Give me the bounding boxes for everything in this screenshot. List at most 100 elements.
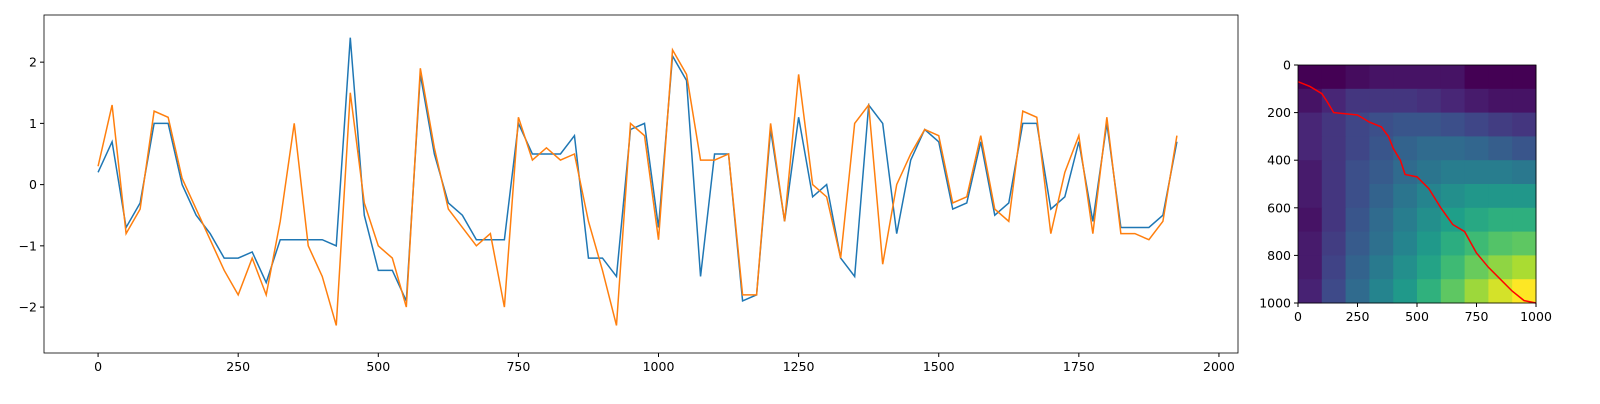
heatmap-cell	[1321, 136, 1347, 161]
y-tick-label: 1	[29, 116, 37, 131]
heatmap-cell	[1321, 65, 1347, 90]
heatmap-cell	[1345, 255, 1370, 280]
heatmap-cell	[1393, 255, 1418, 280]
heatmap-cell	[1298, 112, 1323, 137]
heatmap-cell	[1321, 184, 1347, 209]
heatmap-cell	[1440, 112, 1466, 137]
heatmap-cell	[1488, 279, 1513, 304]
heatmap-cell	[1464, 279, 1489, 304]
heatmap-cell	[1488, 160, 1513, 185]
heatmap-cell	[1417, 65, 1442, 90]
heatmap-cell	[1345, 112, 1370, 137]
x-tick-label: 1750	[1063, 359, 1095, 374]
heatmap-cell	[1488, 65, 1513, 90]
heatmap-cell	[1298, 279, 1323, 304]
heatmap-cell	[1369, 88, 1394, 114]
y-tick-label: 2	[29, 55, 37, 70]
heatmap-cell	[1440, 207, 1466, 233]
heatmap-cell	[1440, 184, 1466, 209]
axes-frame	[43, 14, 1239, 354]
heatmap-cell	[1417, 231, 1442, 256]
axes-frame	[1297, 64, 1537, 304]
warping-path	[1297, 80, 1537, 304]
x-tick-label: 0	[94, 359, 102, 374]
heatmap-cell	[1393, 207, 1418, 233]
heatmap-cell	[1464, 160, 1489, 185]
y-tick-label: −1	[19, 238, 37, 253]
heatmap-cell	[1464, 136, 1489, 161]
x-tick-label: 750	[506, 359, 530, 374]
heatmap-cell	[1488, 207, 1513, 233]
heatmap-cell	[1298, 207, 1323, 233]
heatmap-cell	[1440, 65, 1466, 90]
x-tick-label: 2000	[1203, 359, 1235, 374]
heatmap-cell	[1417, 279, 1442, 304]
heatmap-cell	[1345, 279, 1370, 304]
heatmap-cell	[1369, 184, 1394, 209]
heatmap-cell	[1440, 231, 1466, 256]
heatmap-cell	[1440, 160, 1466, 185]
heatmap-cell	[1345, 65, 1370, 90]
y-tick-label: 600	[1267, 200, 1291, 215]
heatmap-cell	[1321, 231, 1347, 256]
heatmap-cell	[1369, 255, 1394, 280]
series-line	[97, 47, 1178, 326]
heatmap-cell	[1345, 136, 1370, 161]
heatmap-cell	[1298, 231, 1323, 256]
heatmap-cell	[1512, 88, 1537, 114]
heatmap-cell	[1464, 65, 1489, 90]
x-tick-label: 1000	[643, 359, 675, 374]
heatmap-cell	[1464, 255, 1489, 280]
heatmap-cell	[1321, 88, 1347, 114]
heatmap-cell	[1512, 207, 1537, 233]
heatmap-cell	[1321, 160, 1347, 185]
heatmap-cell	[1512, 184, 1537, 209]
heatmap-cell	[1512, 255, 1537, 280]
series-line	[97, 37, 1178, 303]
y-tick-label: 400	[1267, 153, 1291, 168]
heatmap-cell	[1393, 112, 1418, 137]
heatmap-cell	[1488, 136, 1513, 161]
x-tick-label: 250	[226, 359, 250, 374]
x-tick-label: 750	[1465, 309, 1489, 324]
heatmap-cell	[1417, 136, 1442, 161]
heatmap-cell	[1345, 184, 1370, 209]
heatmap-cell	[1369, 231, 1394, 256]
heatmap-cell	[1464, 112, 1489, 137]
x-tick-label: 500	[1405, 309, 1429, 324]
heatmap-cell	[1393, 65, 1418, 90]
heatmap-cell	[1440, 136, 1466, 161]
x-tick-label: 500	[366, 359, 390, 374]
heatmap-cell	[1417, 207, 1442, 233]
heatmap-cell	[1369, 207, 1394, 233]
y-tick-label: 1000	[1259, 296, 1291, 311]
heatmap-cell	[1298, 160, 1323, 185]
heatmap-cell	[1393, 88, 1418, 114]
heatmap-cell	[1321, 112, 1347, 137]
heatmap-cell	[1512, 160, 1537, 185]
x-tick-label: 1000	[1520, 309, 1552, 324]
heatmap-cell	[1393, 160, 1418, 185]
heatmap-cell	[1298, 136, 1323, 161]
heatmap-cell	[1369, 160, 1394, 185]
heatmap-cell	[1440, 255, 1466, 280]
heatmap-cell	[1512, 279, 1537, 304]
heatmap-cell	[1417, 88, 1442, 114]
heatmap-cell	[1512, 112, 1537, 137]
heatmap-cell	[1369, 279, 1394, 304]
heatmap-cell	[1512, 231, 1537, 256]
heatmap-cell	[1298, 65, 1323, 90]
y-tick-label: −2	[19, 300, 37, 315]
heatmap-cell	[1417, 255, 1442, 280]
x-tick-label: 1500	[923, 359, 955, 374]
heatmap-cell	[1298, 255, 1323, 280]
heatmap-cell	[1345, 160, 1370, 185]
x-tick-label: 0	[1294, 309, 1302, 324]
heatmap-cell	[1488, 184, 1513, 209]
heatmap-cell	[1488, 231, 1513, 256]
heatmap-cell	[1345, 207, 1370, 233]
heatmap-cell	[1298, 88, 1323, 114]
y-tick-label: 0	[1283, 58, 1291, 73]
heatmap-cell	[1417, 112, 1442, 137]
